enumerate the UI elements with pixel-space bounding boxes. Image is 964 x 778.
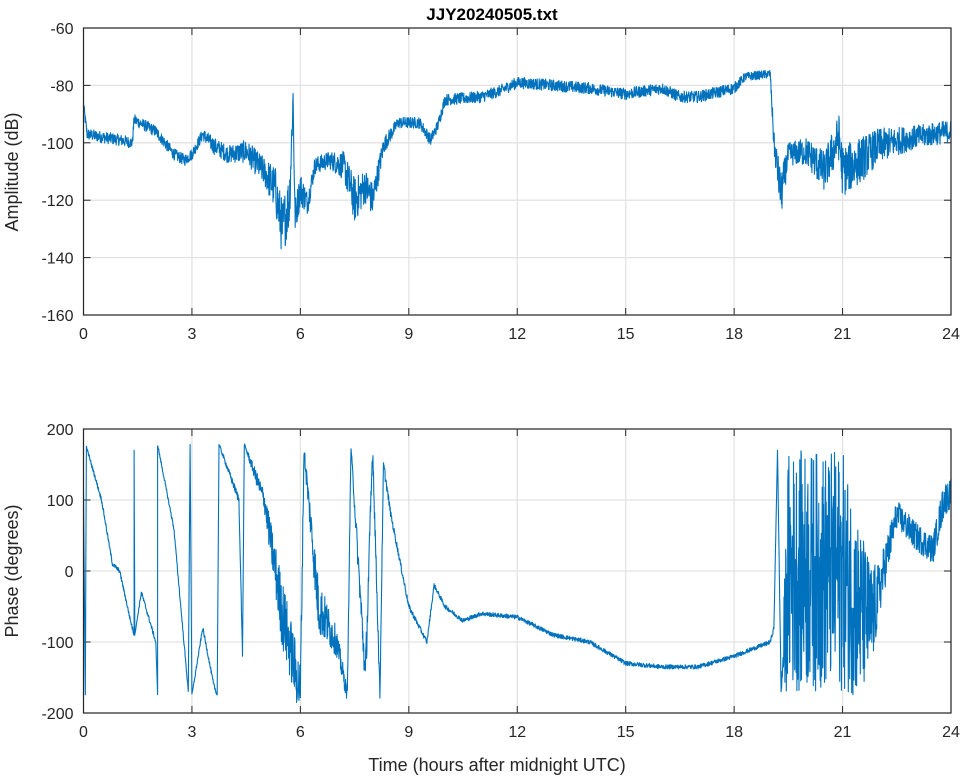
x-tick-label: 24 — [942, 326, 960, 343]
y-tick-label: 100 — [47, 493, 74, 510]
amplitude-axes: 0 3 6 9 12 15 18 21 24 -60 -80 -100 -120 -140 -160 — [41, 21, 960, 343]
y-tick-label: -100 — [41, 635, 73, 652]
x-tick-label: 6 — [296, 724, 305, 741]
x-tick-label: 0 — [79, 724, 88, 741]
axes-box — [82, 27, 952, 316]
phase-y-label: Phase (degrees) — [2, 504, 22, 637]
x-tick-label: 9 — [404, 724, 413, 741]
y-tick-label: -120 — [41, 193, 73, 210]
x-tick-label: 9 — [404, 326, 413, 343]
y-tick-label: -140 — [41, 251, 73, 268]
phase-axes: 0 3 6 9 12 15 18 21 24 200 100 0 -100 -200 — [41, 422, 960, 741]
y-tick-label: 0 — [65, 564, 74, 581]
x-tick-label: 18 — [725, 724, 743, 741]
amplitude-y-label: Amplitude (dB) — [2, 112, 22, 231]
y-tick-label: 200 — [47, 422, 74, 439]
x-tick-label: 6 — [296, 326, 305, 343]
y-tick-label: -60 — [50, 21, 73, 38]
y-tick-label: -160 — [41, 308, 73, 325]
x-axis-label: Time (hours after midnight UTC) — [368, 755, 625, 775]
x-tick-label: 21 — [834, 326, 852, 343]
x-tick-label: 3 — [187, 326, 196, 343]
data-series-line — [82, 69, 952, 250]
x-tick-label: 21 — [834, 724, 852, 741]
x-tick-label: 12 — [508, 724, 526, 741]
y-tick-label: -80 — [50, 78, 73, 95]
x-tick-label: 12 — [508, 326, 526, 343]
x-tick-label: 15 — [617, 724, 635, 741]
x-tick-label: 0 — [79, 326, 88, 343]
y-tick-label: -100 — [41, 136, 73, 153]
y-tick-label: -200 — [41, 706, 73, 723]
chart-title: JJY20240505.txt — [426, 5, 558, 24]
x-tick-label: 3 — [187, 724, 196, 741]
data-series-line — [82, 443, 952, 704]
x-tick-label: 15 — [617, 326, 635, 343]
axes-box — [82, 428, 952, 714]
x-tick-label: 24 — [942, 724, 960, 741]
x-tick-label: 18 — [725, 326, 743, 343]
